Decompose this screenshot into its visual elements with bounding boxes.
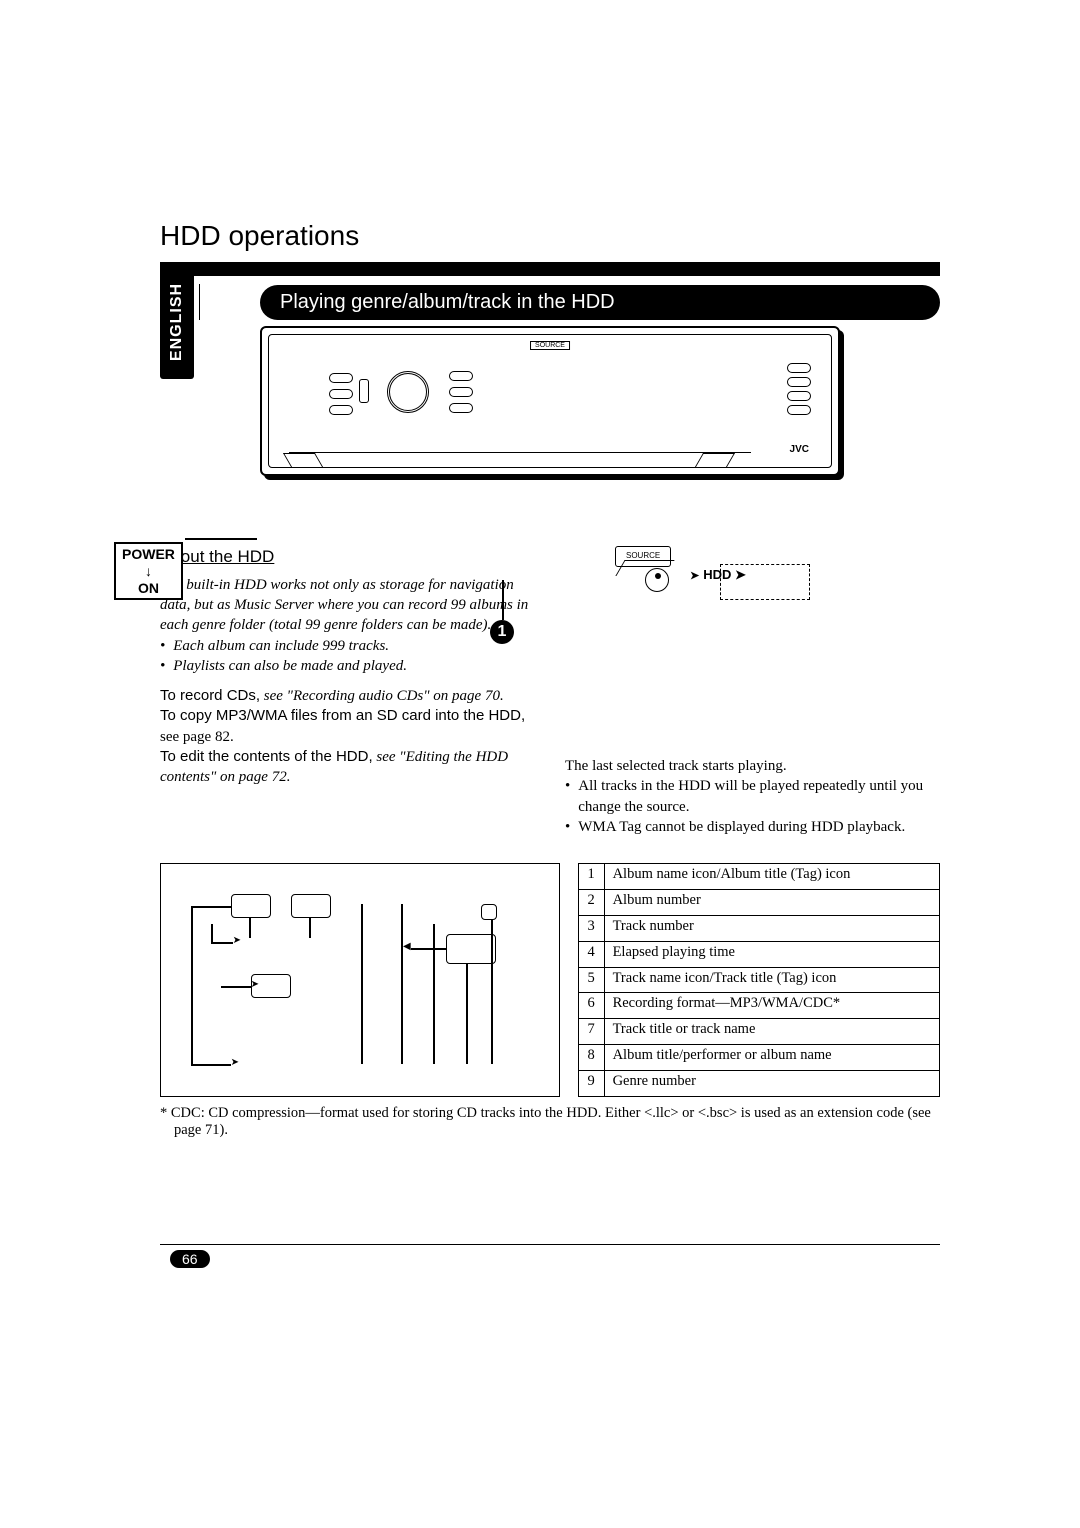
record-rest: see "Recording audio CDs" on page 70. — [260, 688, 504, 704]
power-label: POWER ↓ ON — [114, 542, 183, 600]
page-number: 66 — [170, 1250, 210, 1268]
jvc-logo: JVC — [790, 444, 809, 455]
page-rule — [160, 1244, 940, 1245]
dashed-box — [720, 564, 810, 600]
source-label-top: SOURCE — [530, 341, 570, 350]
callout-table: 1Album name icon/Album title (Tag) icon2… — [578, 863, 940, 1097]
step-1-badge: 1 — [490, 620, 514, 644]
record-label: To record CDs, — [160, 687, 260, 704]
callout-row: 4Elapsed playing time — [578, 941, 939, 967]
about-heading: About the HDD — [160, 546, 535, 569]
page-title: HDD operations — [160, 220, 940, 252]
callout-row: 7Track title or track name — [578, 1019, 939, 1045]
footnote: * CDC: CD compression—format used for st… — [160, 1105, 940, 1139]
device-illustration: SOURCE JVC — [260, 326, 840, 476]
edit-label: To edit the contents of the HDD, — [160, 748, 373, 765]
section-banner: Playing genre/album/track in the HDD — [260, 285, 940, 320]
right-column: SOURCE HDD ➤ The last selected track sta… — [565, 546, 940, 837]
callout-row: 3Track number — [578, 915, 939, 941]
right-bullet-1: All tracks in the HDD will be played rep… — [565, 776, 940, 817]
callout-row: 8Album title/performer or album name — [578, 1045, 939, 1071]
callout-row: 6Recording format—MP3/WMA/CDC* — [578, 993, 939, 1019]
callout-row: 1Album name icon/Album title (Tag) icon — [578, 864, 939, 890]
left-column: About the HDD The built-in HDD works not… — [160, 546, 535, 837]
callout-row: 5Track name icon/Track title (Tag) icon — [578, 967, 939, 993]
copy-rest: see page 82. — [160, 729, 234, 745]
last-selected: The last selected track starts playing. — [565, 756, 940, 776]
callout-row: 9Genre number — [578, 1071, 939, 1097]
callout-row: 2Album number — [578, 889, 939, 915]
title-bar — [160, 262, 940, 276]
language-tab: ENGLISH — [160, 264, 194, 379]
step-line — [502, 580, 504, 620]
about-intro: The built-in HDD works not only as stora… — [160, 575, 535, 636]
about-bullet-1: Each album can include 999 tracks. — [160, 636, 535, 656]
right-bullet-2: WMA Tag cannot be displayed during HDD p… — [565, 817, 940, 837]
display-diagram — [160, 863, 560, 1097]
about-bullet-2: Playlists can also be made and played. — [160, 656, 535, 676]
copy-label: To copy MP3/WMA files from an SD card in… — [160, 707, 525, 724]
